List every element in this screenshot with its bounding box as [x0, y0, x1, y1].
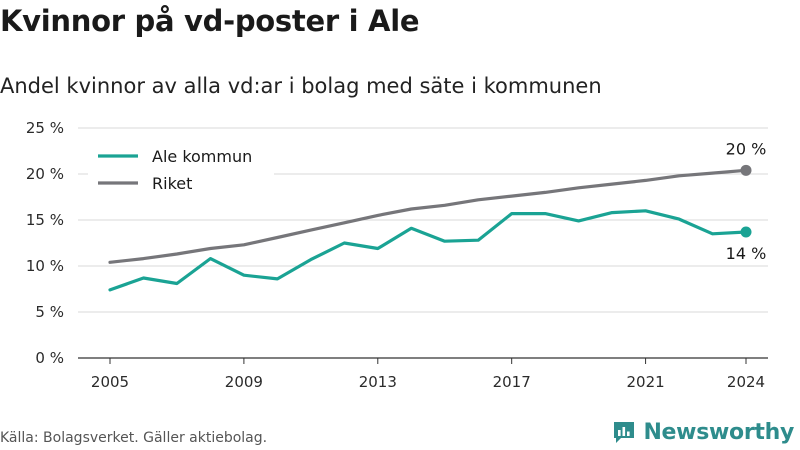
end-label-riket: 20 % — [726, 139, 767, 158]
x-tick-label: 2017 — [493, 373, 531, 391]
end-point-ale-kommun — [740, 226, 752, 238]
end-label-ale: 14 % — [726, 244, 767, 263]
x-tick-label: 2005 — [91, 373, 129, 391]
end-point-riket — [740, 164, 752, 176]
x-tick-label: 2013 — [359, 373, 397, 391]
legend-background — [88, 140, 274, 200]
x-tick-label: 2009 — [225, 373, 263, 391]
y-tick-label: 15 % — [26, 211, 64, 229]
series-layer — [108, 164, 752, 292]
series-line-riket — [108, 168, 748, 264]
x-tick-label: 2024 — [727, 373, 765, 391]
legend-label: Riket — [152, 174, 192, 193]
y-tick-label: 5 % — [35, 303, 64, 321]
series-line-ale-kommun — [108, 209, 748, 292]
y-tick-label: 0 % — [35, 349, 64, 367]
legend: Ale kommun Riket — [88, 140, 274, 200]
chart-subtitle: Andel kvinnor av alla vd:ar i bolag med … — [0, 74, 602, 98]
source-note: Källa: Bolagsverket. Gäller aktiebolag. — [0, 430, 268, 446]
y-tick-label: 10 % — [26, 257, 64, 275]
y-tick-label: 20 % — [26, 165, 64, 183]
line-chart: 0 % 5 % 10 % 15 % 20 % 25 % 2005 2009 2013 2017 20… — [26, 119, 768, 391]
brand-name: Newsworthy — [643, 419, 794, 445]
newsworthy-logo-icon — [614, 422, 635, 443]
chart-title: Kvinnor på vd-poster i Ale — [0, 4, 420, 38]
x-tick-label: 2021 — [626, 373, 664, 391]
brand-logo[interactable]: Newsworthy — [611, 419, 794, 445]
legend-label: Ale kommun — [152, 147, 252, 166]
y-tick-label: 25 % — [26, 119, 64, 137]
axis-layer: 0 % 5 % 10 % 15 % 20 % 25 % 2005 2009 2013 2017 20… — [26, 119, 765, 391]
end-labels: 20 % 14 % — [726, 139, 767, 263]
